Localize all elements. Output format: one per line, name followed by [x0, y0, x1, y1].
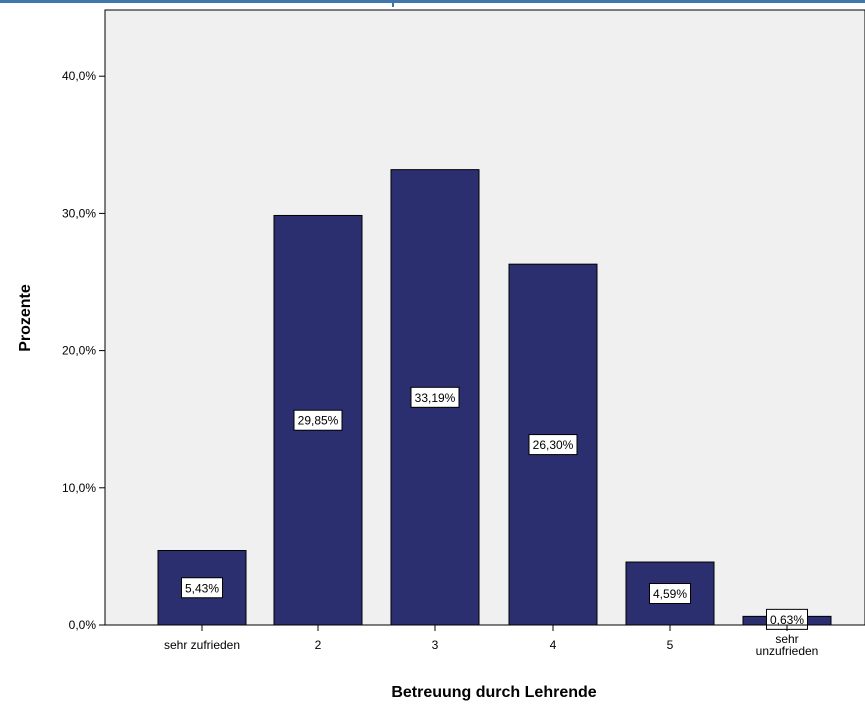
data-label-box: [649, 583, 691, 605]
x-tick-label: sehr unzufrieden: [756, 632, 819, 658]
data-label-box: [293, 409, 343, 431]
data-label: 0,63%: [770, 613, 804, 627]
data-label: 5,43%: [185, 581, 219, 595]
y-tick-label: 20,0%: [62, 344, 96, 358]
data-label: 33,19%: [415, 391, 456, 405]
top-accent-mark: [392, 3, 394, 7]
plot-area: [104, 9, 865, 626]
x-ticks-group: sehr zufrieden 2 3 4 5 sehr unzufrieden: [164, 625, 818, 658]
x-tick-label: 4: [550, 638, 557, 652]
y-tick-label: 40,0%: [62, 69, 96, 83]
y-tick-label: 10,0%: [62, 481, 96, 495]
x-tick-label: 3: [432, 638, 439, 652]
y-tick-label: 30,0%: [62, 206, 96, 220]
top-accent-line: [0, 0, 865, 3]
x-tick-label: 2: [315, 638, 322, 652]
data-label-box: [181, 577, 223, 599]
y-tick-label: 0,0%: [69, 618, 97, 632]
data-labels-group: 5,43% 29,85% 33,19% 26,30% 4,59% 0,63%: [181, 386, 808, 630]
data-label-box: [410, 386, 460, 408]
y-axis-title: Prozente: [17, 284, 34, 352]
bars-group: [157, 169, 832, 626]
x-axis-title: Betreuung durch Lehrende: [391, 684, 596, 701]
data-label-box: [528, 434, 578, 456]
data-label: 26,30%: [533, 438, 574, 452]
y-ticks-group: 0,0% 10,0% 20,0% 30,0% 40,0%: [62, 69, 105, 632]
data-label: 29,85%: [298, 414, 339, 428]
x-tick-label: sehr zufrieden: [164, 638, 240, 652]
x-tick-label: 5: [667, 638, 674, 652]
data-label: 4,59%: [653, 587, 687, 601]
